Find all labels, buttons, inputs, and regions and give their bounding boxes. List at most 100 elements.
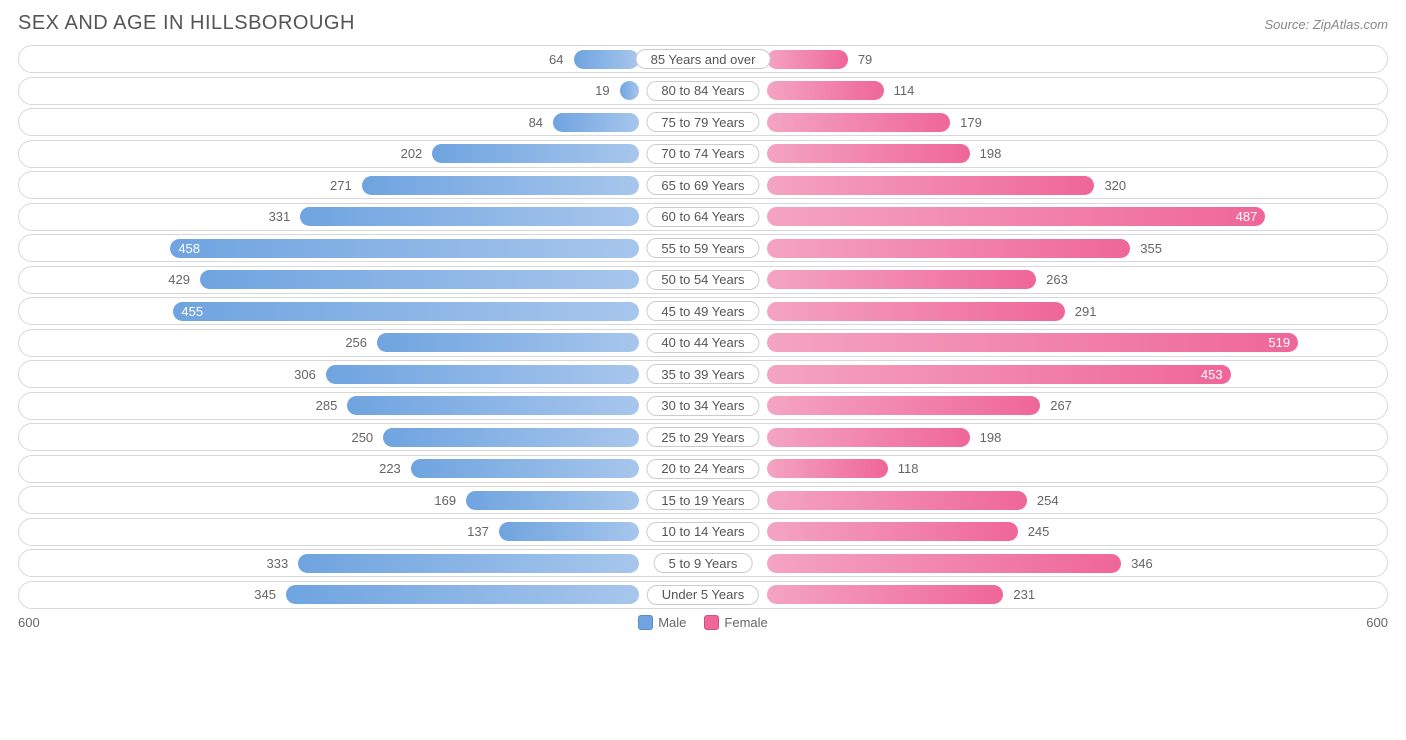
female-value-label: 198 — [974, 428, 1002, 447]
male-bar: 458 — [170, 239, 639, 258]
category-label: 35 to 39 Years — [646, 364, 759, 384]
male-bar — [466, 491, 639, 510]
female-bar — [767, 270, 1036, 289]
female-bar — [767, 176, 1094, 195]
legend-female-label: Female — [724, 615, 767, 630]
category-label: 45 to 49 Years — [646, 301, 759, 321]
row-track: 22311820 to 24 Years — [18, 455, 1388, 483]
category-label: 15 to 19 Years — [646, 490, 759, 510]
female-value-label: 245 — [1022, 522, 1050, 541]
male-value-label: 458 — [170, 241, 208, 256]
female-bar — [767, 459, 888, 478]
chart-header: SEX AND AGE IN HILLSBOROUGH Source: ZipA… — [18, 12, 1388, 35]
female-value-label: 453 — [1193, 367, 1231, 382]
chart-title: SEX AND AGE IN HILLSBOROUGH — [18, 12, 355, 35]
male-bar — [326, 365, 639, 384]
female-value-label: 263 — [1040, 270, 1068, 289]
row-track: 28526730 to 34 Years — [18, 392, 1388, 420]
female-bar — [767, 522, 1018, 541]
female-bar — [767, 302, 1065, 321]
row-track: 33148760 to 64 Years — [18, 203, 1388, 231]
female-bar: 487 — [767, 207, 1265, 226]
row-track: 306 453 35 to 39 Years — [18, 360, 1388, 388]
female-value-label: 79 — [852, 50, 872, 69]
category-label: 75 to 79 Years — [646, 112, 759, 132]
male-bar — [300, 207, 639, 226]
row-track: 137 245 10 to 14 Years — [18, 518, 1388, 546]
male-value-label: 306 — [294, 365, 322, 384]
male-value-label: 64 — [549, 50, 569, 69]
male-value-label: 19 — [595, 81, 615, 100]
male-value-label: 169 — [434, 491, 462, 510]
female-bar: 453 — [767, 365, 1231, 384]
swatch-male — [638, 615, 653, 630]
male-value-label: 256 — [345, 333, 373, 352]
row-track: 429 263 50 to 54 Years — [18, 266, 1388, 294]
male-bar — [347, 396, 639, 415]
female-value-label: 291 — [1069, 302, 1097, 321]
female-bar — [767, 396, 1040, 415]
male-bar — [553, 113, 639, 132]
male-bar — [499, 522, 639, 541]
female-bar — [767, 428, 970, 447]
male-bar — [286, 585, 639, 604]
male-bar — [574, 50, 639, 69]
male-bar — [383, 428, 639, 447]
axis-right-max: 600 — [1328, 615, 1388, 630]
male-value-label: 285 — [316, 396, 344, 415]
category-label: 5 to 9 Years — [654, 553, 753, 573]
male-value-label: 137 — [467, 522, 495, 541]
male-value-label: 84 — [529, 113, 549, 132]
female-value-label: 487 — [1228, 209, 1266, 224]
male-bar — [620, 81, 639, 100]
female-value-label: 320 — [1098, 176, 1126, 195]
male-bar — [432, 144, 639, 163]
category-label: 70 to 74 Years — [646, 144, 759, 164]
row-track: 455 291 45 to 49 Years — [18, 297, 1388, 325]
category-label: 60 to 64 Years — [646, 207, 759, 227]
population-pyramid-chart: SEX AND AGE IN HILLSBOROUGH Source: ZipA… — [0, 0, 1406, 638]
female-value-label: 254 — [1031, 491, 1059, 510]
female-bar — [767, 144, 970, 163]
female-bar — [767, 81, 884, 100]
female-value-label: 231 — [1007, 585, 1035, 604]
male-value-label: 429 — [168, 270, 196, 289]
male-bar: 455 — [173, 302, 639, 321]
chart-footer: 600 Male Female 600 — [18, 615, 1388, 630]
category-label: 30 to 34 Years — [646, 396, 759, 416]
male-bar — [411, 459, 639, 478]
category-label: Under 5 Years — [647, 585, 759, 605]
chart-rows: 647985 Years and over1911480 to 84 Years… — [18, 45, 1388, 609]
male-bar — [200, 270, 639, 289]
female-value-label: 179 — [954, 113, 982, 132]
swatch-female — [704, 615, 719, 630]
category-label: 50 to 54 Years — [646, 270, 759, 290]
male-value-label: 250 — [351, 428, 379, 447]
category-label: 20 to 24 Years — [646, 459, 759, 479]
category-label: 10 to 14 Years — [646, 522, 759, 542]
legend-female: Female — [704, 615, 767, 630]
row-track: 27132065 to 69 Years — [18, 171, 1388, 199]
category-label: 25 to 29 Years — [646, 427, 759, 447]
row-track: 84 179 75 to 79 Years — [18, 108, 1388, 136]
row-track: 20219870 to 74 Years — [18, 140, 1388, 168]
female-value-label: 118 — [892, 459, 919, 478]
category-label: 65 to 69 Years — [646, 175, 759, 195]
row-track: 1911480 to 84 Years — [18, 77, 1388, 105]
category-label: 40 to 44 Years — [646, 333, 759, 353]
female-bar — [767, 50, 848, 69]
female-value-label: 519 — [1260, 335, 1298, 350]
axis-left-max: 600 — [18, 615, 78, 630]
legend-male: Male — [638, 615, 686, 630]
row-track: 345231Under 5 Years — [18, 581, 1388, 609]
row-track: 45835555 to 59 Years — [18, 234, 1388, 262]
row-track: 647985 Years and over — [18, 45, 1388, 73]
row-track: 333 346 5 to 9 Years — [18, 549, 1388, 577]
male-value-label: 333 — [267, 554, 295, 573]
source-attribution: Source: ZipAtlas.com — [1264, 17, 1388, 32]
female-bar — [767, 239, 1130, 258]
legend-male-label: Male — [658, 615, 686, 630]
row-track: 169 254 15 to 19 Years — [18, 486, 1388, 514]
row-track: 256 519 40 to 44 Years — [18, 329, 1388, 357]
female-value-label: 346 — [1125, 554, 1153, 573]
